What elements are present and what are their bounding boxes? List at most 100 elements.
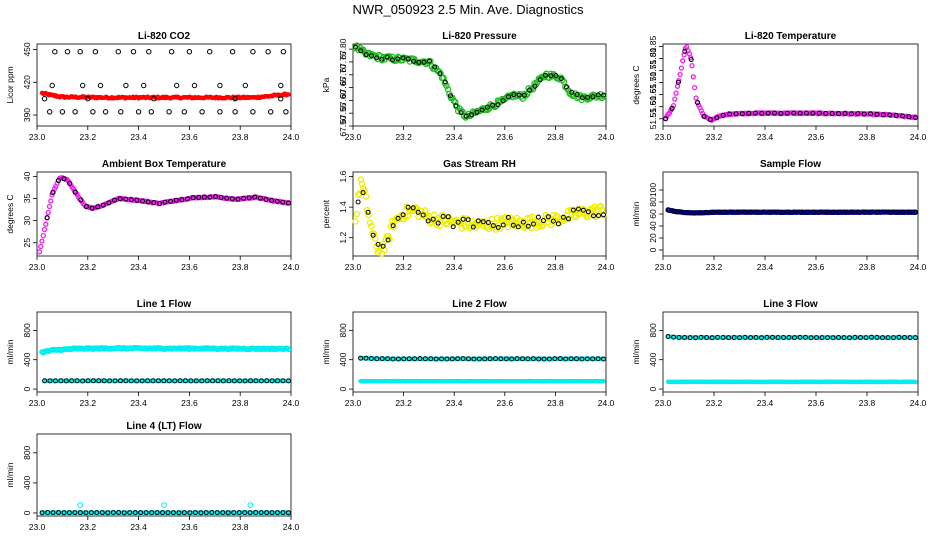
data-point <box>203 510 209 516</box>
data-point <box>102 109 109 115</box>
data-point <box>150 378 156 384</box>
y-tick-label: 51.60 <box>648 96 658 118</box>
data-point <box>678 209 684 215</box>
data-point <box>173 197 179 203</box>
y-tick-label: 51.85 <box>648 36 658 58</box>
data-point <box>172 378 178 384</box>
data-point <box>547 356 552 362</box>
data-point <box>527 87 533 93</box>
data-point <box>896 334 902 340</box>
data-point <box>286 92 291 97</box>
y-tick-label: 80 <box>648 197 658 207</box>
data-point <box>67 510 72 516</box>
x-tick-label: 23.4 <box>130 398 147 408</box>
data-point <box>401 356 407 362</box>
data-point <box>50 190 56 196</box>
data-point <box>280 49 287 55</box>
data-point <box>601 212 606 218</box>
data-point <box>280 378 286 384</box>
panel-title: Line 1 Flow <box>137 299 192 310</box>
data-point <box>525 223 531 229</box>
data-point <box>110 510 116 516</box>
data-point <box>224 195 230 201</box>
x-tick-label: 23.8 <box>232 398 249 408</box>
x-tick-label: 23.4 <box>446 262 463 272</box>
data-point <box>514 356 520 362</box>
data-point <box>695 100 701 106</box>
data-point <box>841 335 847 341</box>
data-point <box>47 109 53 115</box>
data-point <box>437 71 443 77</box>
plot-frame <box>662 43 919 127</box>
data-point <box>107 378 113 384</box>
data-point <box>797 110 803 116</box>
data-point <box>907 335 913 341</box>
data-point <box>379 356 385 362</box>
x-tick-label: 23.0 <box>655 132 672 142</box>
data-point <box>448 93 453 99</box>
data-point <box>510 222 516 228</box>
panel-title: Line 3 Flow <box>763 299 818 310</box>
plot-frame <box>36 433 292 517</box>
data-point <box>445 214 451 220</box>
x-tick-label: 24.0 <box>910 262 927 272</box>
panel-title: Sample Flow <box>760 159 821 170</box>
y-axis-label: ml/min <box>631 201 641 226</box>
panel-gas-stream-rh: Gas Stream RH percent 23.0 23.2 23.4 23.6 23.8… <box>321 159 615 272</box>
data-point <box>160 510 165 516</box>
y-tick-label: 67.60 <box>338 89 348 111</box>
data-point <box>902 335 907 340</box>
data-point <box>280 199 286 205</box>
data-point <box>511 92 517 98</box>
y-tick-label: 51.55 <box>648 108 658 130</box>
data-point <box>368 356 374 361</box>
data-point <box>47 378 53 384</box>
data-point <box>495 102 501 108</box>
data-point <box>869 334 874 340</box>
data-point <box>77 502 84 509</box>
data-point <box>440 214 446 219</box>
series-overlay <box>41 49 289 115</box>
y-tick-label: 800 <box>22 445 32 459</box>
data-point <box>61 510 67 516</box>
data-point <box>563 356 569 362</box>
data-point <box>855 111 861 117</box>
data-point <box>765 110 771 116</box>
data-point <box>99 510 105 516</box>
data-point <box>214 510 220 516</box>
data-point <box>532 83 538 89</box>
data-point <box>722 209 728 215</box>
data-point <box>672 96 678 102</box>
data-point <box>880 112 886 118</box>
x-tick-label: 23.8 <box>547 132 564 142</box>
plot-frame <box>662 311 919 393</box>
x-tick-label: 23.4 <box>757 262 774 272</box>
data-point <box>465 217 471 223</box>
data-point <box>149 510 155 516</box>
data-point <box>190 195 196 201</box>
data-point <box>458 110 464 116</box>
data-point <box>480 219 486 225</box>
data-point <box>183 378 188 384</box>
data-point <box>912 209 918 215</box>
x-tick-label: 23.6 <box>497 398 514 408</box>
data-point <box>360 190 366 196</box>
data-point <box>127 510 133 516</box>
data-point <box>698 334 704 340</box>
data-point <box>118 378 123 384</box>
plot-frame <box>36 311 292 393</box>
x-tick-label: 23.8 <box>859 398 876 408</box>
x-tick-label: 23.4 <box>757 132 774 142</box>
y-tick-label: 67.65 <box>338 77 348 99</box>
data-point <box>432 64 438 70</box>
data-point <box>680 58 686 64</box>
data-point <box>863 335 869 341</box>
data-point <box>720 112 726 118</box>
x-tick-label: 23.8 <box>232 132 249 142</box>
data-point <box>906 114 912 120</box>
data-point <box>887 112 893 118</box>
data-point <box>579 356 585 362</box>
data-point <box>204 378 210 384</box>
data-point <box>470 224 476 230</box>
data-point <box>56 510 61 515</box>
